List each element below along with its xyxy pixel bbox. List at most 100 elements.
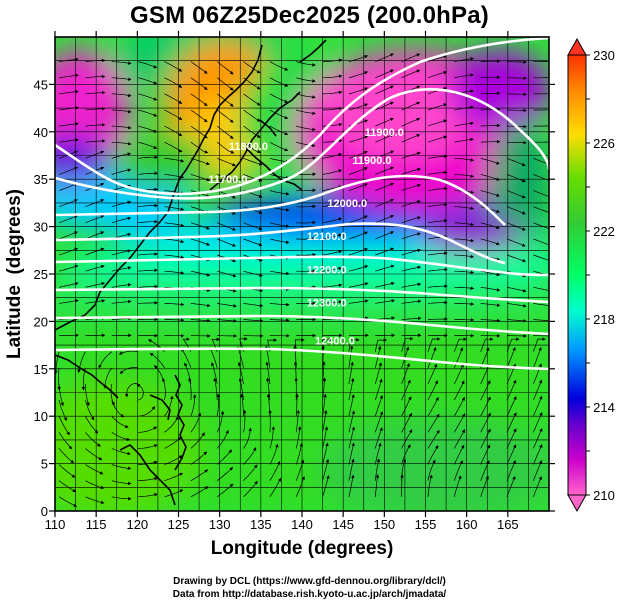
- streamline: [213, 377, 218, 401]
- streamline: [322, 58, 343, 62]
- streamline: [348, 135, 369, 143]
- contour-label: 12200.0: [307, 264, 347, 276]
- streamline: [454, 121, 474, 127]
- streamline: [85, 74, 106, 79]
- streamline: [427, 300, 448, 305]
- contour-12300: [55, 314, 549, 336]
- streamline: [401, 444, 411, 465]
- streamline: [138, 77, 158, 85]
- streamline: [295, 393, 299, 417]
- streamline: [269, 61, 289, 71]
- streamline: [85, 448, 103, 461]
- streamline: [322, 185, 343, 191]
- streamline: [348, 183, 368, 191]
- streamline: [374, 474, 380, 497]
- streamline: [348, 394, 355, 417]
- streamline: [348, 248, 368, 256]
- streamline: [322, 300, 343, 304]
- streamline: [243, 480, 258, 498]
- streamline: [269, 318, 290, 323]
- streamline: [111, 496, 132, 501]
- streamline: [348, 338, 360, 352]
- streamline: [454, 206, 475, 210]
- streamline: [453, 396, 465, 417]
- streamline: [453, 337, 467, 352]
- streamline: [454, 137, 474, 143]
- streamline: [453, 380, 465, 401]
- streamline: [216, 393, 221, 417]
- streamline: [322, 458, 330, 481]
- streamline: [58, 496, 78, 507]
- streamline: [58, 416, 70, 436]
- streamline: [427, 284, 448, 288]
- streamline: [454, 222, 475, 227]
- streamline: [190, 318, 211, 323]
- y-tick-label: 40: [34, 125, 48, 140]
- streamline: [296, 61, 316, 67]
- streamline: [348, 458, 355, 481]
- streamline: [480, 363, 491, 385]
- contour-12200: [55, 286, 549, 304]
- streamline: [103, 367, 113, 389]
- contour-label: 11700.0: [208, 174, 247, 186]
- streamline: [153, 365, 165, 385]
- streamline: [269, 222, 290, 228]
- streamline: [348, 299, 369, 304]
- streamline: [480, 91, 501, 96]
- contour-label: 12400.0: [315, 335, 355, 347]
- streamline: [138, 141, 158, 149]
- streamline: [119, 367, 139, 374]
- streamline: [296, 269, 317, 273]
- streamline: [533, 93, 549, 95]
- streamline: [480, 59, 501, 63]
- colorbar-label: 230: [593, 48, 615, 63]
- streamline: [138, 219, 158, 224]
- streamline: [454, 270, 475, 275]
- streamline: [480, 238, 500, 246]
- streamline: [111, 61, 132, 65]
- streamline: [454, 318, 475, 322]
- streamline: [506, 396, 517, 417]
- y-tick-label: 25: [34, 267, 48, 282]
- colorbar-label: 222: [593, 224, 615, 239]
- streamline: [348, 231, 368, 240]
- streamline: [506, 254, 527, 263]
- streamline: [533, 460, 543, 481]
- streamline: [480, 222, 500, 229]
- streamline: [111, 415, 129, 429]
- contour-label: 11800.0: [229, 141, 268, 153]
- streamline: [401, 363, 410, 385]
- streamline: [190, 270, 211, 277]
- streamline: [374, 362, 382, 385]
- streamline: [322, 90, 343, 95]
- streamline: [533, 395, 543, 417]
- streamline: [243, 61, 261, 74]
- streamline: [427, 170, 448, 175]
- streamline: [295, 409, 300, 433]
- streamline: [85, 231, 105, 240]
- contour-11900: [55, 174, 506, 226]
- x-tick-label: 145: [332, 517, 354, 532]
- streamline: [427, 363, 438, 385]
- streamline: [506, 475, 516, 497]
- streamline: [506, 444, 517, 465]
- streamline: [427, 135, 448, 143]
- streamline: [506, 347, 516, 369]
- streamline: [164, 238, 185, 244]
- streamline: [184, 362, 192, 385]
- streamline: [136, 383, 144, 401]
- streamline: [58, 400, 67, 422]
- contour-label: 12000.0: [327, 198, 367, 210]
- streamline: [322, 426, 329, 449]
- streamline: [296, 188, 317, 193]
- streamline: [85, 215, 105, 224]
- streamline: [322, 409, 328, 433]
- colorbar-label: 210: [593, 488, 615, 503]
- streamline: [85, 139, 106, 143]
- streamline: [506, 337, 520, 352]
- streamline: [454, 238, 475, 243]
- streamline: [164, 157, 185, 163]
- y-tick-label: 35: [34, 172, 48, 187]
- streamline: [85, 281, 105, 288]
